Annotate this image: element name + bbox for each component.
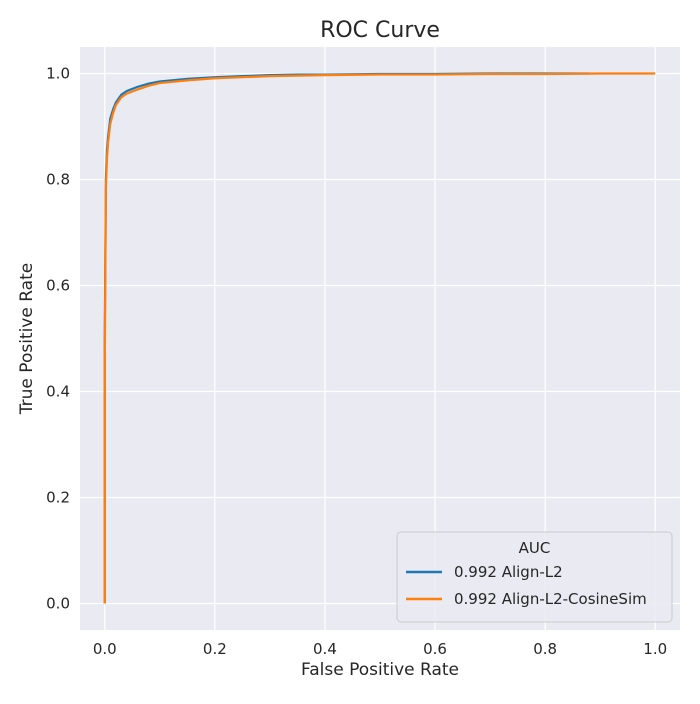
x-tick-label: 1.0 <box>643 640 667 658</box>
y-tick-label: 0.8 <box>46 171 70 189</box>
x-tick-label: 0.8 <box>533 640 557 658</box>
y-axis-label: True Positive Rate <box>17 263 37 415</box>
x-tick-label: 0.6 <box>423 640 447 658</box>
x-tick-label: 0.0 <box>93 640 117 658</box>
y-tick-label: 0.0 <box>46 595 70 613</box>
legend-title: AUC <box>519 539 551 557</box>
y-tick-label: 0.4 <box>46 383 70 401</box>
legend-entry-label-1: 0.992 Align-L2 <box>454 563 563 581</box>
y-tick-label: 0.6 <box>46 277 70 295</box>
y-tick-label: 0.2 <box>46 489 70 507</box>
tick-labels: 0.0 0.2 0.4 0.6 0.8 1.0 0.0 0.2 0.4 0.6 0.8 1.0 <box>46 65 667 659</box>
x-tick-label: 0.2 <box>203 640 227 658</box>
series-lines <box>103 72 656 604</box>
legend-box <box>396 531 673 623</box>
roc-series-line-2 <box>103 72 656 604</box>
chart-title: ROC Curve <box>320 18 440 43</box>
x-tick-label: 0.4 <box>313 640 337 658</box>
legend-entry-label-2: 0.992 Align-L2-CosineSim <box>454 590 647 608</box>
legend: AUC 0.992 Align-L2 0.992 Align-L2-CosineS… <box>396 531 673 623</box>
y-tick-label: 1.0 <box>46 65 70 83</box>
x-axis-label: False Positive Rate <box>301 660 459 680</box>
